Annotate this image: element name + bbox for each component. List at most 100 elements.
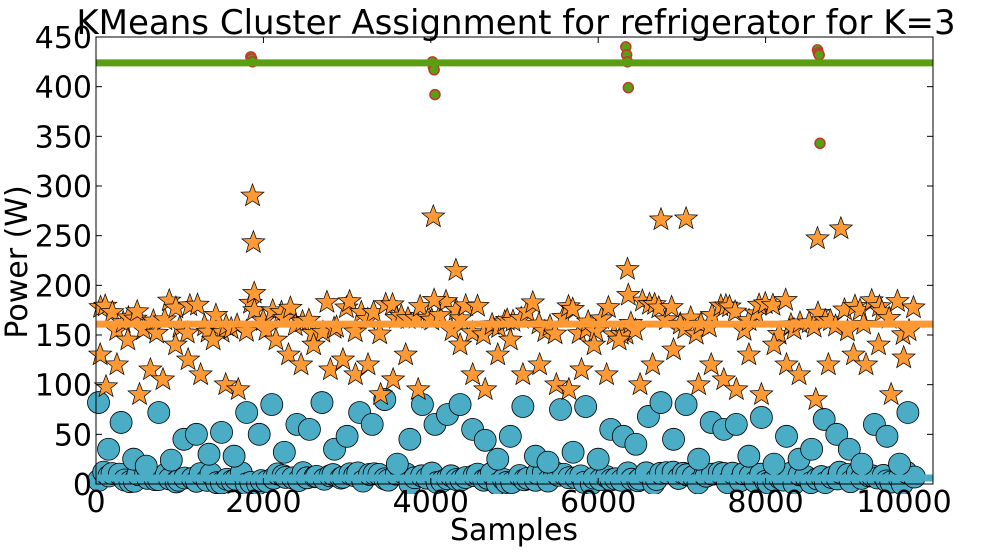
star-point-band (278, 295, 303, 319)
star-point-band (520, 289, 546, 314)
cyan-point (335, 424, 359, 448)
star-point (405, 376, 431, 401)
star-point (828, 215, 854, 240)
x-axis: 0 2000 4000 6000 8000 10000 (86, 37, 952, 520)
star-point (606, 326, 632, 351)
star-point (803, 386, 829, 411)
star-point (698, 351, 724, 376)
star-point (276, 341, 301, 366)
star-point-band (901, 294, 926, 319)
star-point (115, 327, 141, 351)
star-point-band (314, 289, 340, 313)
cyan-point (448, 393, 472, 416)
star-point (878, 381, 904, 406)
star-point (648, 206, 674, 231)
y-tick-label: 0 (73, 468, 92, 503)
plot-frame (95, 36, 934, 485)
y-tick-label: 250 (35, 220, 92, 255)
cyan-point (486, 447, 510, 471)
star-point-band (471, 321, 496, 346)
cyan-point (147, 401, 171, 424)
star-point-band (659, 294, 684, 318)
star-point (543, 371, 569, 396)
x-tick-label: 8000 (727, 485, 803, 520)
star-point (241, 280, 267, 304)
star-point-band (596, 294, 621, 319)
cyan-point (536, 450, 560, 474)
star-point (443, 257, 469, 281)
x-tick-label: 0 (86, 485, 105, 520)
star-point (263, 326, 289, 351)
star-point-band (124, 298, 150, 323)
y-tick-label: 200 (35, 269, 92, 304)
cyan-point (586, 447, 610, 471)
green-point (429, 88, 441, 101)
cyan-point (360, 412, 384, 436)
star-point (288, 351, 314, 376)
y-tick-label: 100 (35, 369, 92, 404)
star-point-band (560, 296, 586, 320)
cyan-point (649, 391, 673, 414)
star-point (774, 351, 799, 376)
cyan-point (624, 432, 648, 456)
star-point (87, 341, 113, 366)
star-point (497, 326, 523, 351)
star-point (556, 376, 582, 401)
star-point (736, 341, 762, 366)
star-point (368, 381, 393, 406)
cyan-point (473, 428, 497, 452)
cyan-point (272, 440, 296, 464)
cyan-point (385, 452, 409, 476)
star-point-band (885, 288, 910, 312)
green-point (813, 49, 825, 61)
cyan-point (825, 422, 849, 446)
y-tick-label: 350 (35, 120, 92, 155)
cyan-point (750, 406, 773, 429)
star-point (891, 344, 917, 369)
y-tick-label: 50 (54, 418, 92, 453)
cyan-point (298, 417, 321, 441)
star-point (761, 331, 787, 356)
cyan-point (837, 437, 861, 461)
y-tick-label: 150 (35, 319, 92, 354)
star-point (661, 336, 686, 361)
cyan-point (812, 408, 836, 431)
cyan-point (109, 411, 133, 434)
y-tick-label: 450 (35, 21, 92, 56)
star-point (594, 361, 619, 386)
star-point (460, 361, 486, 386)
cyan-point (737, 444, 761, 468)
cyan-point (762, 452, 786, 476)
cyan-point (87, 391, 110, 414)
star-point-band (367, 320, 393, 345)
star-point (640, 351, 665, 376)
cyan-point (222, 444, 246, 468)
star-point (866, 331, 891, 356)
cyan-point (185, 422, 208, 446)
star-point (188, 361, 213, 386)
cyan-point (498, 424, 522, 448)
star-point (163, 331, 188, 356)
star-point-band (380, 291, 405, 316)
star-point-band (465, 293, 490, 317)
cyan-point (875, 424, 899, 448)
green-point (622, 81, 635, 94)
star-point (569, 356, 594, 381)
star-point (615, 256, 640, 280)
x-tick-label: 10000 (856, 485, 951, 520)
star-point (213, 371, 239, 396)
star-point (447, 331, 473, 356)
cyan-point (888, 452, 911, 476)
green-point (814, 137, 826, 150)
star-point (240, 229, 266, 254)
star-point (841, 341, 866, 366)
cyan-point (260, 393, 284, 416)
star-point-band (337, 288, 362, 313)
x-axis-label: Samples (450, 513, 578, 548)
cyan-point (210, 420, 233, 444)
cyan-point (97, 437, 120, 461)
star-point-band (203, 302, 229, 326)
cyan-point (687, 447, 711, 471)
star-point (673, 205, 699, 230)
